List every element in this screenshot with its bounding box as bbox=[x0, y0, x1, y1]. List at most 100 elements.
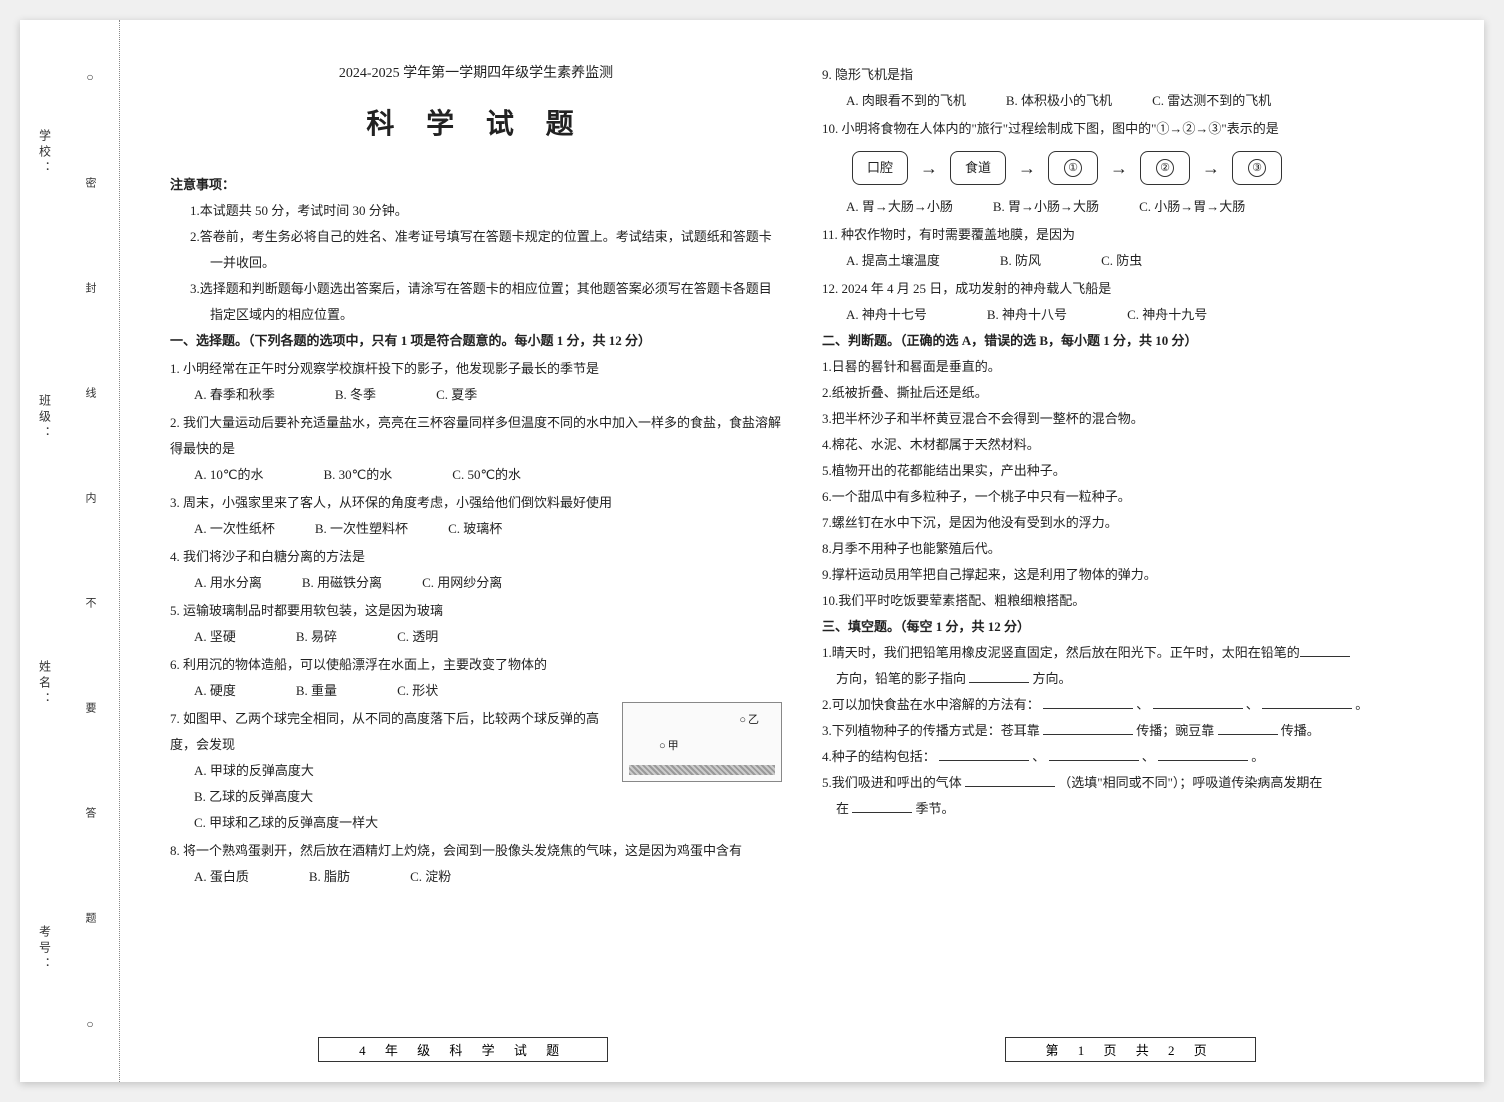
binding-margin: 学校： 班级： 姓名： 考号： ○ 密 封 线 内 不 要 答 题 ○ bbox=[20, 20, 120, 1082]
blank bbox=[1153, 695, 1243, 709]
text: 方向。 bbox=[1033, 671, 1072, 686]
blank bbox=[939, 747, 1029, 761]
q4-stem: 4. 我们将沙子和白糖分离的方法是 bbox=[170, 544, 782, 570]
option: A. 一次性纸杯 bbox=[194, 516, 275, 542]
q7-text: 7. 如图甲、乙两个球完全相同，从不同的高度落下后，比较两个球反弹的高度，会发现 bbox=[170, 711, 599, 752]
seal-char: 线 bbox=[82, 387, 98, 400]
period: 。 bbox=[1251, 749, 1264, 764]
blank bbox=[1049, 747, 1139, 761]
sep: 、 bbox=[1246, 697, 1259, 712]
option: A. 用水分离 bbox=[194, 570, 262, 596]
option: B. 胃→小肠→大肠 bbox=[993, 194, 1099, 220]
option: B. 神舟十八号 bbox=[987, 302, 1067, 328]
ball-yi-label: 乙 bbox=[739, 709, 759, 731]
right-column: 9. 隐形飞机是指 A. 肉眼看不到的飞机 B. 体积极小的飞机 C. 雷达测不… bbox=[802, 60, 1454, 1072]
exam-id-label: 考号： bbox=[37, 925, 54, 973]
flow-box: ① bbox=[1048, 151, 1098, 185]
sep: 、 bbox=[1032, 749, 1045, 764]
option: B. 体积极小的飞机 bbox=[1006, 88, 1112, 114]
option: B. 易碎 bbox=[296, 624, 337, 650]
option: A. 春季和秋季 bbox=[194, 382, 275, 408]
option: C. 小肠→胃→大肠 bbox=[1139, 194, 1245, 220]
q6-stem: 6. 利用沉的物体造船，可以使船漂浮在水面上，主要改变了物体的 bbox=[170, 652, 782, 678]
footer-right: 第 1 页 共 2 页 bbox=[1005, 1037, 1256, 1062]
judge-item: 5.植物开出的花都能结出果实，产出种子。 bbox=[822, 458, 1434, 484]
judge-item: 2.纸被折叠、撕扯后还是纸。 bbox=[822, 380, 1434, 406]
sep: 、 bbox=[1142, 749, 1155, 764]
q2-options: A. 10℃的水 B. 30℃的水 C. 50℃的水 bbox=[170, 462, 782, 488]
blank bbox=[1218, 721, 1278, 735]
flow-box: 口腔 bbox=[852, 151, 908, 185]
text: 2.可以加快食盐在水中溶解的方法有： bbox=[822, 697, 1040, 712]
option: A. 坚硬 bbox=[194, 624, 236, 650]
q10-stem: 10. 小明将食物在人体内的"旅行"过程绘制成下图，图中的"①→②→③"表示的是 bbox=[822, 116, 1434, 142]
judge-item: 10.我们平时吃饭要荤素搭配、粗粮细粮搭配。 bbox=[822, 588, 1434, 614]
seal-char: 不 bbox=[82, 597, 98, 610]
option: A. 蛋白质 bbox=[194, 864, 249, 890]
blank bbox=[969, 669, 1029, 683]
ball-diagram: 乙 甲 bbox=[622, 702, 782, 782]
page-footer: 4 年 级 科 学 试 题 第 1 页 共 2 页 bbox=[120, 1037, 1454, 1062]
q3-stem: 3. 周末，小强家里来了客人，从环保的角度考虑，小强给他们倒饮料最好使用 bbox=[170, 490, 782, 516]
option: B. 一次性塑料杯 bbox=[315, 516, 408, 542]
option: B. 30℃的水 bbox=[324, 462, 393, 488]
option: B. 乙球的反弹高度大 bbox=[194, 784, 782, 810]
ground-icon bbox=[629, 765, 775, 775]
option: C. 甲球和乙球的反弹高度一样大 bbox=[194, 810, 782, 836]
arrow-icon: → bbox=[1018, 150, 1036, 186]
option: C. 夏季 bbox=[436, 382, 477, 408]
seal-char: 要 bbox=[82, 702, 98, 715]
flow-box: ③ bbox=[1232, 151, 1282, 185]
text: 方向，铅笔的影子指向 bbox=[836, 671, 966, 686]
circle-num: ② bbox=[1156, 159, 1174, 177]
judge-item: 8.月季不用种子也能繁殖后代。 bbox=[822, 536, 1434, 562]
fill-q5: 5.我们吸进和呼出的气体 （选填"相同或不同"）；呼吸道传染病高发期在 bbox=[822, 770, 1434, 796]
option: B. 用磁铁分离 bbox=[302, 570, 382, 596]
flow-box: 食道 bbox=[950, 151, 1006, 185]
notice-item: 2.答卷前，考生务必将自己的姓名、准考证号填写在答题卡规定的位置上。考试结束，试… bbox=[190, 224, 782, 276]
blank bbox=[1158, 747, 1248, 761]
exam-title: 科 学 试 题 bbox=[170, 96, 782, 152]
fill-q4: 4.种子的结构包括： 、 、 。 bbox=[822, 744, 1434, 770]
q12-options: A. 神舟十七号 B. 神舟十八号 C. 神舟十九号 bbox=[822, 302, 1434, 328]
student-info-labels: 学校： 班级： 姓名： 考号： bbox=[30, 20, 60, 1082]
blank bbox=[1043, 695, 1133, 709]
section2-header: 二、判断题。（正确的选 A，错误的选 B，每小题 1 分，共 10 分） bbox=[822, 328, 1434, 354]
footer-left: 4 年 级 科 学 试 题 bbox=[318, 1037, 608, 1062]
option: C. 透明 bbox=[397, 624, 438, 650]
text: （选填"相同或不同"）；呼吸道传染病高发期在 bbox=[1058, 775, 1322, 790]
ball-jia-label: 甲 bbox=[659, 735, 679, 757]
option: A. 提高土壤温度 bbox=[846, 248, 940, 274]
option: B. 重量 bbox=[296, 678, 337, 704]
left-column: 2024-2025 学年第一学期四年级学生素养监测 科 学 试 题 注意事项： … bbox=[150, 60, 802, 1072]
blank bbox=[1262, 695, 1352, 709]
fill-q2: 2.可以加快食盐在水中溶解的方法有： 、 、 。 bbox=[822, 692, 1434, 718]
text: 传播。 bbox=[1281, 723, 1320, 738]
option: C. 用网纱分离 bbox=[422, 570, 502, 596]
blank bbox=[1043, 721, 1133, 735]
exam-page: 学校： 班级： 姓名： 考号： ○ 密 封 线 内 不 要 答 题 ○ 2024… bbox=[20, 20, 1484, 1082]
text: 4.种子的结构包括： bbox=[822, 749, 936, 764]
option: C. 淀粉 bbox=[410, 864, 451, 890]
text: 1.晴天时，我们把铅笔用橡皮泥竖直固定，然后放在阳光下。正午时，太阳在铅笔的 bbox=[822, 645, 1300, 660]
judge-item: 6.一个甜瓜中有多粒种子，一个桃子中只有一粒种子。 bbox=[822, 484, 1434, 510]
period: 。 bbox=[1355, 697, 1368, 712]
option: B. 脂肪 bbox=[309, 864, 350, 890]
option: A. 胃→大肠→小肠 bbox=[846, 194, 953, 220]
q3-options: A. 一次性纸杯 B. 一次性塑料杯 C. 玻璃杯 bbox=[170, 516, 782, 542]
blank bbox=[1300, 643, 1350, 657]
q5-options: A. 坚硬 B. 易碎 C. 透明 bbox=[170, 624, 782, 650]
q6-options: A. 硬度 B. 重量 C. 形状 bbox=[170, 678, 782, 704]
seal-line: ○ 密 封 线 内 不 要 答 题 ○ bbox=[75, 70, 105, 1032]
arrow-icon: → bbox=[1202, 150, 1220, 186]
judge-item: 4.棉花、水泥、木材都属于天然材料。 bbox=[822, 432, 1434, 458]
section1-header: 一、选择题。（下列各题的选项中，只有 1 项是符合题意的。每小题 1 分，共 1… bbox=[170, 328, 782, 354]
q8-stem: 8. 将一个熟鸡蛋剥开，然后放在酒精灯上灼烧，会闻到一股像头发烧焦的气味，这是因… bbox=[170, 838, 782, 864]
option: B. 冬季 bbox=[335, 382, 376, 408]
option: A. 10℃的水 bbox=[194, 462, 264, 488]
notice-heading: 注意事项： bbox=[170, 172, 782, 198]
q8-options: A. 蛋白质 B. 脂肪 C. 淀粉 bbox=[170, 864, 782, 890]
q11-stem: 11. 种农作物时，有时需要覆盖地膜，是因为 bbox=[822, 222, 1434, 248]
circle-num: ③ bbox=[1248, 159, 1266, 177]
school-label: 学校： bbox=[37, 129, 54, 177]
